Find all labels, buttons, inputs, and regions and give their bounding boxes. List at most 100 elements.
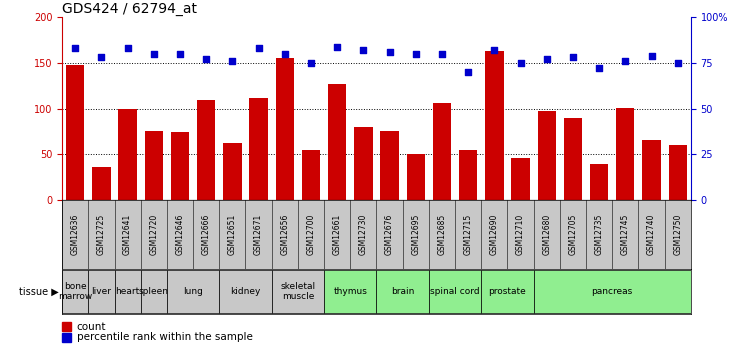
Point (515, 60, 526, 66)
Bar (534, 270, 691, 313)
Bar (376, 270, 429, 313)
Point (331, 44, 343, 49)
Text: GSM12636: GSM12636 (71, 214, 80, 255)
Bar (219, 270, 272, 313)
Text: tissue ▶: tissue ▶ (19, 287, 58, 296)
Point (227, 58, 238, 64)
Bar (66, 65, 84, 200)
Bar (324, 270, 376, 313)
Text: GSM12730: GSM12730 (359, 214, 368, 255)
Bar (276, 58, 294, 200)
Bar (171, 132, 189, 200)
Text: GSM12700: GSM12700 (306, 214, 316, 255)
Text: GSM12720: GSM12720 (149, 214, 159, 255)
Text: spleen: spleen (139, 287, 169, 296)
Bar (643, 140, 661, 200)
Text: GSM12695: GSM12695 (412, 214, 420, 255)
Point (645, 53, 657, 58)
Text: GSM12661: GSM12661 (333, 214, 341, 255)
Text: thymus: thymus (333, 287, 367, 296)
Text: GSM12676: GSM12676 (385, 214, 394, 255)
Text: GSM12725: GSM12725 (97, 214, 106, 255)
Text: percentile rank within the sample: percentile rank within the sample (77, 332, 253, 342)
Bar (272, 270, 324, 313)
Bar (355, 127, 373, 200)
Bar (669, 145, 687, 200)
Text: kidney: kidney (230, 287, 261, 296)
Text: GSM12715: GSM12715 (463, 214, 473, 255)
Bar (406, 155, 425, 200)
Bar (429, 270, 481, 313)
Text: pancreas: pancreas (591, 287, 633, 296)
Text: GSM12671: GSM12671 (254, 214, 263, 255)
Point (357, 47, 369, 53)
Bar (590, 164, 608, 200)
Bar (481, 270, 534, 313)
Bar (433, 103, 451, 200)
Bar (62, 270, 88, 313)
Text: GDS424 / 62794_at: GDS424 / 62794_at (62, 2, 197, 16)
Text: GSM12705: GSM12705 (569, 214, 577, 255)
Point (200, 57, 212, 62)
Bar (145, 131, 163, 200)
Text: GSM12666: GSM12666 (202, 214, 211, 255)
Point (410, 51, 422, 57)
Text: skeletal
muscle: skeletal muscle (280, 282, 316, 301)
Point (672, 60, 683, 66)
Text: bone
marrow: bone marrow (58, 282, 92, 301)
Text: prostate: prostate (488, 287, 526, 296)
Point (148, 51, 159, 57)
Bar (564, 118, 582, 200)
Text: GSM12685: GSM12685 (437, 214, 447, 255)
Point (305, 60, 317, 66)
Bar (302, 150, 320, 200)
Text: GSM12646: GSM12646 (175, 214, 184, 255)
Text: GSM12740: GSM12740 (647, 214, 656, 255)
Point (96, 55, 107, 60)
Text: spinal cord: spinal cord (431, 287, 480, 296)
Text: GSM12735: GSM12735 (594, 214, 604, 255)
Point (488, 47, 500, 53)
Bar (485, 51, 504, 200)
Text: GSM12651: GSM12651 (228, 214, 237, 255)
Bar (167, 270, 219, 313)
Text: GSM12641: GSM12641 (123, 214, 132, 255)
Point (174, 51, 186, 57)
Text: liver: liver (91, 287, 111, 296)
Point (122, 46, 134, 51)
Bar (115, 270, 140, 313)
Text: GSM12690: GSM12690 (490, 214, 499, 255)
Point (69, 46, 81, 51)
Text: GSM12750: GSM12750 (673, 214, 682, 255)
Bar (459, 150, 477, 200)
Point (436, 51, 448, 57)
Point (541, 57, 553, 62)
Text: GSM12656: GSM12656 (280, 214, 289, 255)
Bar (616, 108, 635, 200)
Point (619, 58, 631, 64)
Point (253, 46, 265, 51)
Text: GSM12745: GSM12745 (621, 214, 630, 255)
Bar (537, 111, 556, 200)
Bar (223, 144, 241, 200)
Point (279, 51, 291, 57)
Text: GSM12680: GSM12680 (542, 214, 551, 255)
Point (594, 66, 605, 71)
Text: GSM12710: GSM12710 (516, 214, 525, 255)
Point (384, 49, 395, 55)
Bar (118, 109, 137, 200)
Bar (140, 270, 167, 313)
Bar (512, 158, 530, 200)
Bar (328, 84, 346, 200)
Bar (249, 98, 268, 200)
Point (567, 55, 579, 60)
Bar (197, 99, 216, 200)
Text: count: count (77, 322, 106, 332)
Point (462, 69, 474, 75)
Text: lung: lung (183, 287, 203, 296)
Bar (380, 131, 398, 200)
Bar (88, 270, 115, 313)
Text: heart: heart (115, 287, 140, 296)
Text: brain: brain (391, 287, 414, 296)
Bar (92, 167, 110, 200)
